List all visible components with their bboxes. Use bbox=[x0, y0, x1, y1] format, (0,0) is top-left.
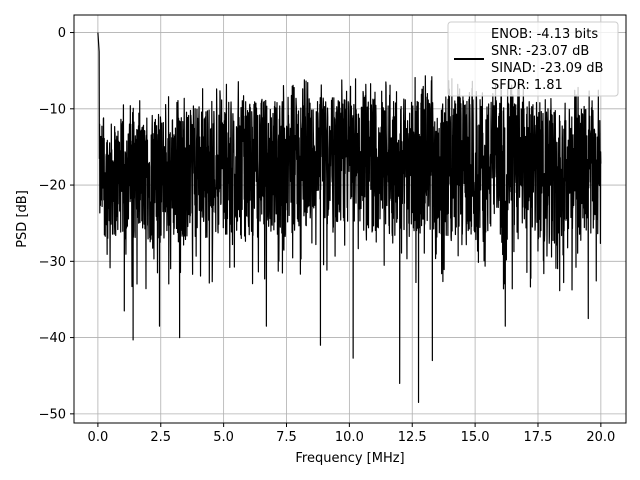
legend-sinad: SINAD: -23.09 dB bbox=[491, 61, 603, 76]
psd-line bbox=[97, 32, 602, 404]
y-tick-label: 0 bbox=[58, 26, 66, 41]
x-axis-ticks: 0.0 2.5 5.0 7.5 10.0 12.5 15.0 17.5 20.0 bbox=[88, 423, 615, 445]
x-tick-label: 5.0 bbox=[213, 430, 234, 445]
legend-sfdr: SFDR: 1.81 bbox=[491, 78, 563, 93]
x-tick-label: 2.5 bbox=[150, 430, 171, 445]
y-tick-label: −20 bbox=[39, 179, 66, 194]
legend-enob: ENOB: -4.13 bits bbox=[491, 27, 598, 42]
y-tick-label: −40 bbox=[39, 331, 66, 346]
y-axis-title: PSD [dB] bbox=[15, 190, 30, 248]
x-tick-label: 7.5 bbox=[276, 430, 297, 445]
legend-box bbox=[447, 21, 619, 97]
x-tick-label: 12.5 bbox=[398, 430, 427, 445]
x-tick-label: 15.0 bbox=[461, 430, 490, 445]
x-axis-title: Frequency [MHz] bbox=[295, 451, 404, 466]
x-tick-label: 10.0 bbox=[335, 430, 364, 445]
y-tick-label: −50 bbox=[39, 407, 66, 422]
y-axis-ticks: 0 −10 −20 −30 −40 −50 bbox=[39, 26, 74, 422]
x-tick-label: 17.5 bbox=[524, 430, 553, 445]
y-tick-label: −30 bbox=[39, 255, 66, 270]
x-tick-label: 0.0 bbox=[88, 430, 109, 445]
psd-series bbox=[97, 32, 602, 404]
legend-snr: SNR: -23.07 dB bbox=[491, 44, 589, 59]
plot-frame bbox=[73, 14, 627, 424]
y-tick-label: −10 bbox=[39, 102, 66, 117]
legend: ENOB: -4.13 bits SNR: -23.07 dB SINAD: -… bbox=[447, 21, 619, 97]
x-tick-label: 20.0 bbox=[586, 430, 615, 445]
